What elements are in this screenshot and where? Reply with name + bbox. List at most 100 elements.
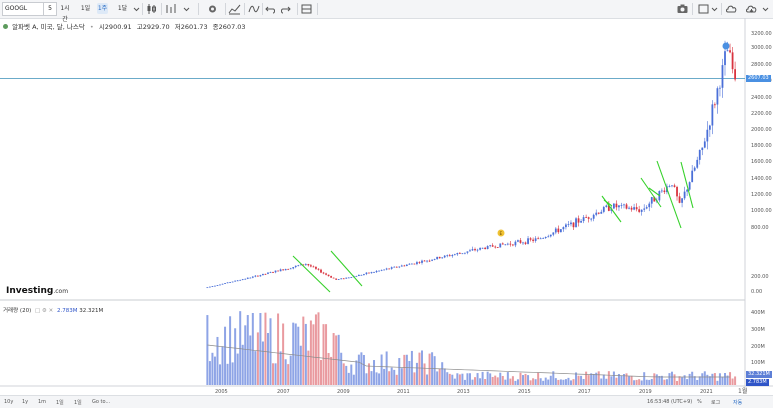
volume-bar: [206, 315, 209, 385]
candle-body: [209, 286, 211, 288]
interval-1hour-button[interactable]: 1시간: [60, 5, 70, 23]
candle-body: [693, 167, 696, 171]
chevron-down-icon[interactable]: [759, 3, 772, 15]
price-chart[interactable]: 3200.003000.002800.002600.002400.002200.…: [0, 0, 773, 395]
candle-body: [426, 260, 428, 262]
volume-sma-value: 32.321M: [79, 308, 104, 314]
volume-bar: [660, 375, 663, 385]
candle-body: [451, 255, 454, 257]
volume-bar: [352, 374, 355, 385]
volume-bar: [691, 371, 694, 385]
cloud-load-icon[interactable]: [745, 3, 758, 15]
earnings-marker-label: E: [500, 231, 503, 237]
candle-body: [446, 255, 449, 257]
volume-bar: [522, 375, 524, 385]
range-1m-button[interactable]: 1m: [38, 399, 47, 405]
compare-icon[interactable]: [164, 3, 177, 15]
candle-body: [476, 249, 479, 251]
volume-bar: [617, 373, 620, 385]
candle-body: [368, 272, 370, 274]
top-toolbar: GOOGL 5 1시간 1일 1주 1달: [0, 0, 773, 23]
drawing-tools-icon[interactable]: [300, 3, 313, 15]
candle-body: [537, 238, 540, 240]
interval-1week-button[interactable]: 1주: [97, 3, 108, 14]
high-label: 고: [136, 23, 143, 31]
interval-input[interactable]: 5: [43, 2, 57, 16]
volume-bar: [269, 318, 272, 385]
candle-body: [630, 207, 633, 210]
candle-body: [408, 263, 411, 265]
chevron-down-icon[interactable]: [130, 3, 143, 15]
percent-toggle[interactable]: %: [697, 399, 702, 405]
toolbar-divider: [142, 3, 143, 15]
candle-body: [671, 185, 673, 187]
price-tick-label: 2200.00: [751, 111, 772, 117]
volume-bar: [254, 351, 257, 385]
candle-body: [597, 212, 600, 214]
candle-body: [251, 276, 254, 278]
indicator-icon[interactable]: [247, 3, 260, 15]
candle-body: [357, 274, 360, 277]
time-axis-label: 2007: [277, 389, 290, 395]
chevron-down-icon[interactable]: [708, 3, 721, 15]
candle-body: [711, 104, 714, 126]
chart-type-icon[interactable]: [228, 3, 241, 15]
candle-body: [400, 265, 403, 267]
volume-bar: [602, 374, 605, 385]
candle-body: [244, 278, 247, 280]
layout-icon[interactable]: [697, 3, 710, 15]
redo-icon[interactable]: [279, 3, 292, 15]
range-1day-button[interactable]: 1일: [56, 400, 64, 406]
log-toggle[interactable]: 로그: [711, 400, 721, 406]
candle-body: [686, 189, 689, 192]
volume-bar: [683, 375, 686, 385]
candle-body: [602, 207, 605, 212]
candle-body: [678, 196, 681, 203]
volume-bar: [625, 373, 628, 385]
candlestick-icon[interactable]: [145, 3, 158, 15]
candle-body: [479, 248, 481, 250]
candle-body: [554, 228, 557, 233]
volume-bar: [665, 379, 668, 385]
candle-body: [499, 243, 502, 248]
candle-body: [607, 205, 610, 211]
status-dot-icon: [3, 24, 8, 29]
volume-bar: [370, 371, 373, 385]
cloud-save-icon[interactable]: [725, 3, 738, 15]
candle-body: [562, 227, 565, 230]
time-axis-right-label: 1월: [738, 388, 748, 395]
high-value: 2929.70: [142, 23, 170, 31]
range-10y-button[interactable]: 10y: [4, 399, 14, 405]
volume-bar: [479, 378, 482, 385]
volume-bar: [350, 364, 353, 385]
volume-bar: [226, 363, 229, 385]
candle-body: [274, 270, 277, 273]
candle-body: [363, 274, 365, 275]
volume-bar: [554, 378, 557, 385]
volume-bar: [322, 324, 325, 385]
volume-bar: [367, 363, 370, 385]
gear-icon[interactable]: [206, 3, 219, 15]
auto-scale-toggle[interactable]: 자동: [733, 400, 743, 406]
goto-date-button[interactable]: Go to...: [92, 399, 111, 405]
range-1y-button[interactable]: 1y: [22, 399, 29, 405]
camera-icon[interactable]: [676, 3, 689, 15]
volume-bar: [418, 352, 421, 385]
undo-icon[interactable]: [264, 3, 277, 15]
candle-body: [249, 277, 252, 279]
interval-1month-button[interactable]: 1달: [117, 5, 128, 12]
candle-body: [577, 218, 580, 223]
range-1day2-button[interactable]: 1일: [74, 400, 82, 406]
volume-bar: [297, 326, 300, 385]
chevron-down-icon[interactable]: [180, 3, 193, 15]
volume-bar: [309, 320, 312, 385]
candle-body: [390, 267, 393, 269]
low-label: 저: [174, 23, 181, 31]
candle-body: [355, 276, 358, 277]
interval-1day-button[interactable]: 1일: [80, 5, 91, 12]
volume-bar: [365, 373, 368, 385]
volume-bar: [532, 378, 535, 385]
volume-bar: [219, 364, 221, 385]
volume-bar: [408, 360, 411, 385]
candle-body: [466, 251, 469, 253]
